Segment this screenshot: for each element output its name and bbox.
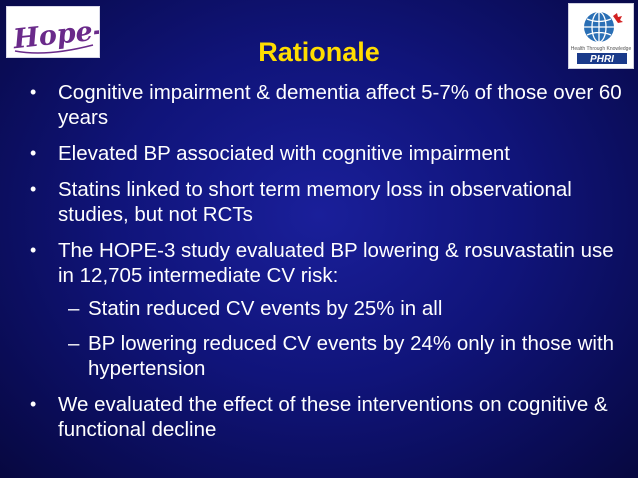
bullet-text: Elevated BP associated with cognitive im…	[58, 142, 510, 165]
sub-bullet-item: – BP lowering reduced CV events by 24% o…	[58, 331, 624, 381]
bullet-text: Statins linked to short term memory loss…	[58, 178, 572, 226]
maple-leaf-icon	[613, 13, 623, 23]
bullet-item: • Cognitive impairment & dementia affect…	[24, 80, 624, 130]
sub-bullet-item: – Statin reduced CV events by 25% in all	[58, 296, 624, 321]
bullet-text: Cognitive impairment & dementia affect 5…	[58, 81, 622, 129]
phri-logo: Health Through Knowledge PHRI	[568, 3, 634, 69]
sub-bullet-list: – Statin reduced CV events by 25% in all…	[58, 296, 624, 381]
bullet-item: • We evaluated the effect of these inter…	[24, 392, 624, 442]
phri-tagline: Health Through Knowledge	[571, 46, 632, 52]
bullet-item: • Elevated BP associated with cognitive …	[24, 141, 624, 166]
sub-bullet-dash-icon: –	[68, 297, 80, 320]
hope3-logo: Hope-3	[6, 6, 100, 58]
bullet-item: • Statins linked to short term memory lo…	[24, 177, 624, 227]
bullet-dot-icon: •	[30, 394, 37, 414]
phri-logo-text: PHRI	[590, 54, 614, 65]
bullet-text: We evaluated the effect of these interve…	[58, 393, 608, 441]
sub-bullet-text: BP lowering reduced CV events by 24% onl…	[88, 332, 615, 380]
bullet-item: • The HOPE-3 study evaluated BP lowering…	[24, 238, 624, 381]
bullet-dot-icon: •	[30, 179, 37, 199]
bullet-dot-icon: •	[30, 82, 37, 102]
bullet-dot-icon: •	[30, 240, 37, 260]
sub-bullet-dash-icon: –	[68, 332, 80, 355]
slide-title: Rationale	[258, 37, 380, 67]
bullet-text: The HOPE-3 study evaluated BP lowering &…	[58, 239, 614, 287]
bullet-dot-icon: •	[30, 143, 37, 163]
bullet-list: • Cognitive impairment & dementia affect…	[24, 80, 624, 453]
sub-bullet-text: Statin reduced CV events by 25% in all	[88, 297, 443, 320]
